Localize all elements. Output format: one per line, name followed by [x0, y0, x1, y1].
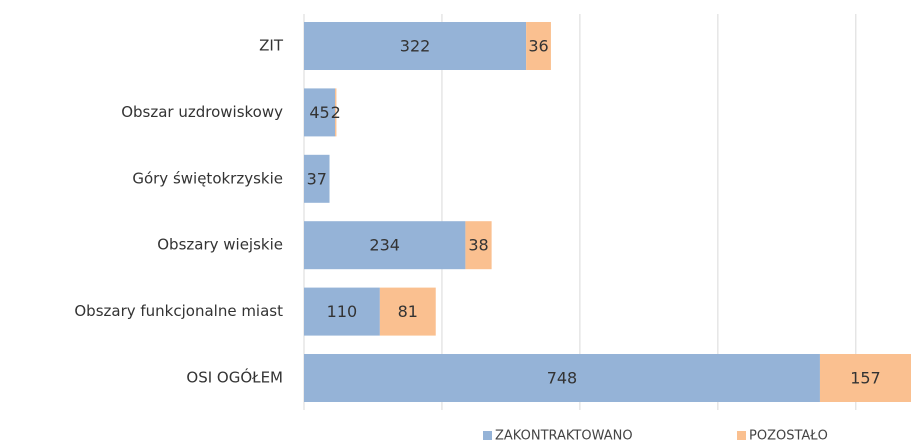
category-label: Obszary funkcjonalne miast — [74, 302, 283, 320]
category-label: Góry świętokrzyskie — [132, 169, 283, 187]
value-label: 748 — [547, 369, 578, 388]
bar-segment — [335, 88, 337, 137]
value-label: 45 — [309, 103, 329, 122]
legend-swatch — [737, 431, 746, 440]
value-label: 2 — [331, 103, 341, 122]
bar-segment — [304, 88, 336, 137]
legend-label: POZOSTAŁO — [749, 429, 828, 444]
bar-segment — [304, 22, 527, 70]
category-label: ZIT — [259, 37, 284, 55]
value-label: 157 — [850, 369, 881, 388]
legend-label: ZAKONTRAKTOWANO — [495, 429, 633, 444]
legend-swatch — [483, 431, 492, 440]
category-label: Obszary wiejskie — [157, 236, 283, 254]
bar-segment — [304, 154, 330, 203]
bar-segment — [304, 221, 466, 270]
category-label: Obszar uzdrowiskowy — [121, 103, 283, 121]
value-label: 322 — [400, 37, 431, 56]
bar-segment — [379, 287, 436, 336]
bar-segment — [819, 354, 911, 402]
bar-segment — [465, 221, 492, 270]
value-label: 81 — [398, 302, 418, 321]
value-label: 38 — [468, 236, 488, 255]
value-label: 234 — [369, 236, 400, 255]
value-label: 36 — [528, 37, 548, 56]
value-label: 110 — [327, 302, 358, 321]
bar-segment — [304, 354, 820, 402]
category-label: OSI OGÓŁEM — [186, 368, 283, 387]
bar-segment — [304, 287, 380, 336]
value-label: 37 — [307, 169, 327, 188]
bar-segment — [526, 22, 551, 70]
bars — [304, 22, 911, 402]
